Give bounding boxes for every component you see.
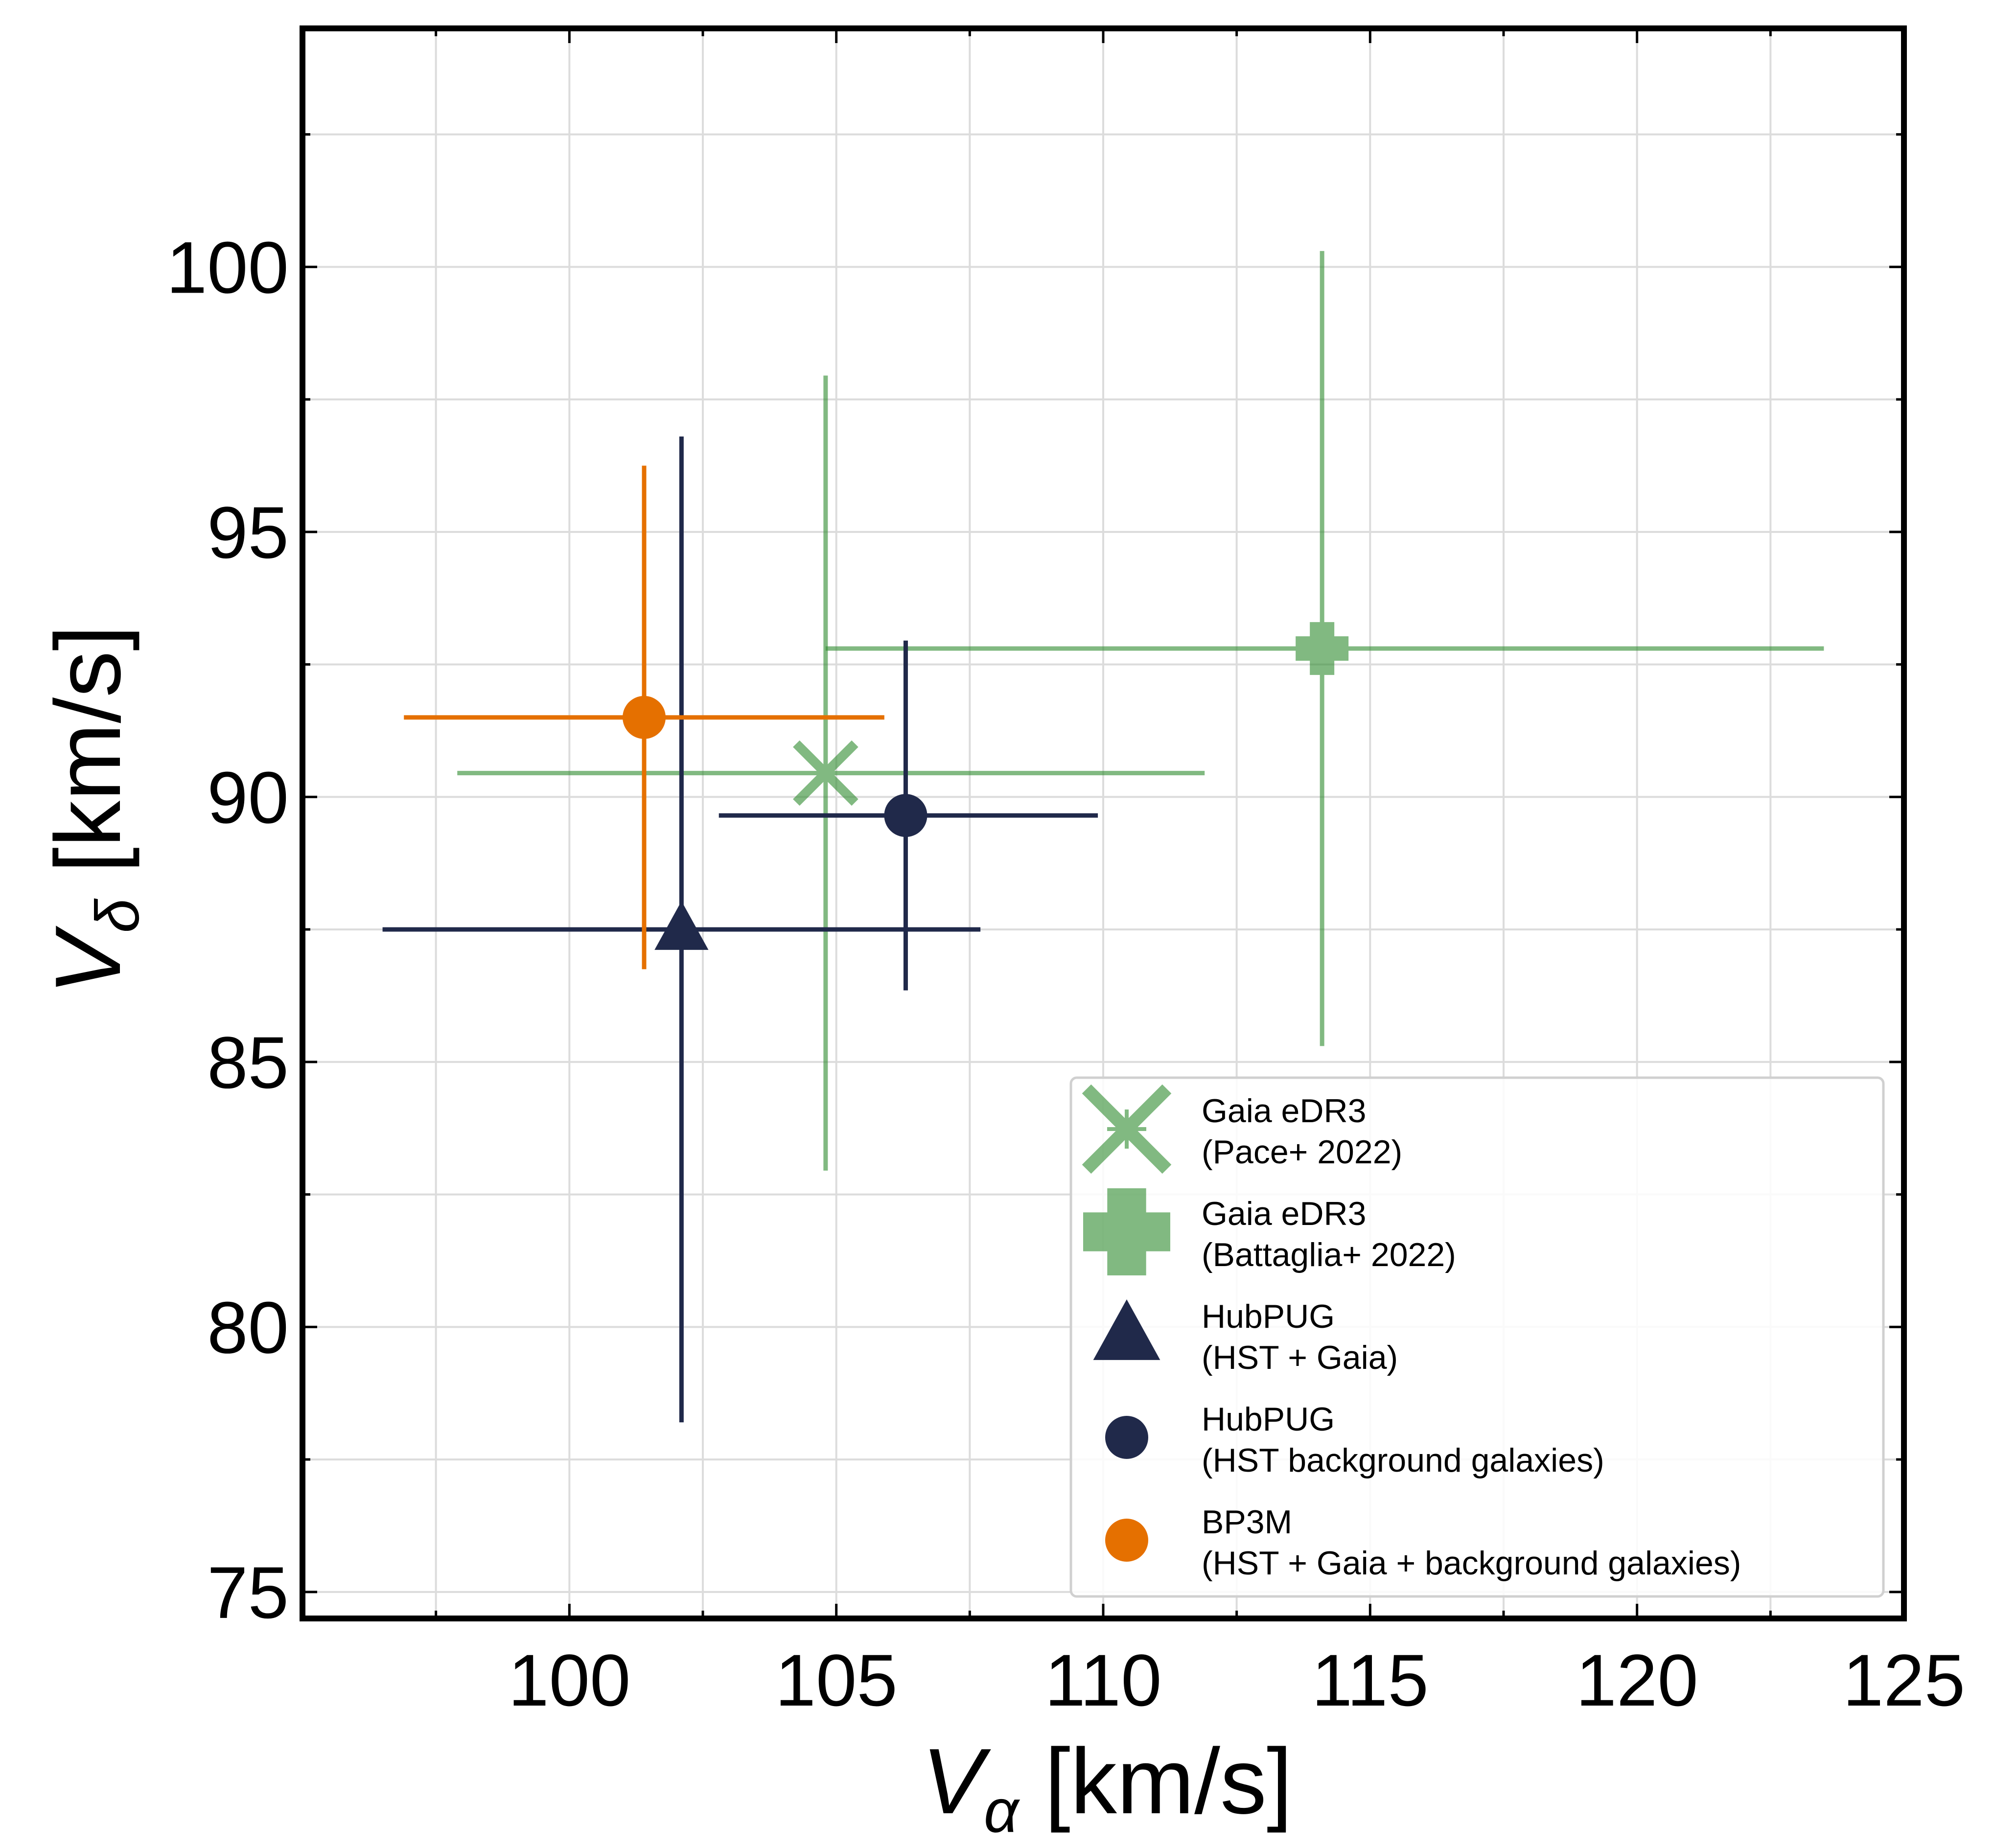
x-axis-label: Vα [km/s]	[922, 1730, 1292, 1845]
tick-labels: 100 105 110 115 120 125 75 80 85 90 95 100	[166, 226, 1965, 1721]
legend-marker-circle	[1105, 1519, 1148, 1562]
x-tick-label: 105	[775, 1639, 898, 1721]
legend-label: (Battaglia+ 2022)	[1202, 1236, 1456, 1273]
legend-label: Gaia eDR3	[1202, 1195, 1366, 1232]
x-marker-stroke	[793, 740, 858, 806]
y-tick-label: 95	[207, 491, 289, 574]
legend-entry: BP3M (HST + Gaia + background galaxies)	[1105, 1503, 1741, 1582]
legend-box	[1069, 1076, 1885, 1598]
y-tick-label: 85	[207, 1021, 289, 1104]
data-series	[382, 251, 1824, 1423]
legend-marker	[1082, 1084, 1172, 1174]
y-tick-label: 80	[207, 1286, 289, 1368]
x-tick-label: 125	[1843, 1639, 1965, 1721]
legend-marker	[1093, 1299, 1160, 1360]
series-1	[825, 251, 1824, 1046]
legend-label: HubPUG	[1202, 1401, 1335, 1438]
legend-entry: Gaia eDR3 (Battaglia+ 2022)	[1083, 1188, 1456, 1275]
legend-label: (Pace+ 2022)	[1202, 1133, 1402, 1171]
legend-marker	[1083, 1188, 1170, 1275]
legend-label: HubPUG	[1202, 1298, 1335, 1335]
data-point-plus	[1296, 622, 1349, 675]
legend-label: (HST + Gaia)	[1202, 1339, 1398, 1376]
data-point-x	[793, 740, 858, 806]
legend-entry: Gaia eDR3(Pace+ 2022)	[1082, 1084, 1402, 1174]
y-axis-label: Vδ [km/s]	[36, 625, 152, 995]
data-point-circle	[884, 794, 927, 837]
x-tick-label: 115	[1312, 1639, 1429, 1721]
legend-marker	[1105, 1416, 1148, 1459]
legend-marker	[1105, 1519, 1148, 1562]
data-point-circle	[623, 695, 666, 739]
series-3	[719, 640, 1098, 991]
legend-entry: HubPUG (HST + Gaia)	[1093, 1298, 1398, 1376]
plot-frame	[300, 25, 1907, 1621]
legend-label: (HST background galaxies)	[1202, 1442, 1604, 1479]
x-tick-label: 120	[1576, 1639, 1698, 1721]
legend-entry: HubPUG (HST background galaxies)	[1105, 1401, 1604, 1479]
legend-label: (HST + Gaia + background galaxies)	[1202, 1545, 1741, 1582]
x-tick-label: 110	[1044, 1639, 1161, 1721]
legend-marker-triangle	[1093, 1299, 1160, 1360]
x-tick-label: 100	[508, 1639, 630, 1721]
legend: Gaia eDR3(Pace+ 2022)Gaia eDR3(Battaglia…	[1069, 1076, 1885, 1598]
series-2	[382, 436, 981, 1423]
y-tick-label: 100	[166, 226, 289, 308]
y-tick-label: 90	[207, 756, 289, 838]
series-4	[404, 465, 884, 970]
data-point-triangle	[654, 901, 709, 950]
legend-label: Gaia eDR3	[1202, 1092, 1366, 1130]
legend-marker-circle	[1105, 1416, 1148, 1459]
series-0	[457, 375, 1205, 1171]
y-tick-label: 75	[207, 1551, 289, 1634]
legend-label: BP3M	[1202, 1503, 1292, 1541]
